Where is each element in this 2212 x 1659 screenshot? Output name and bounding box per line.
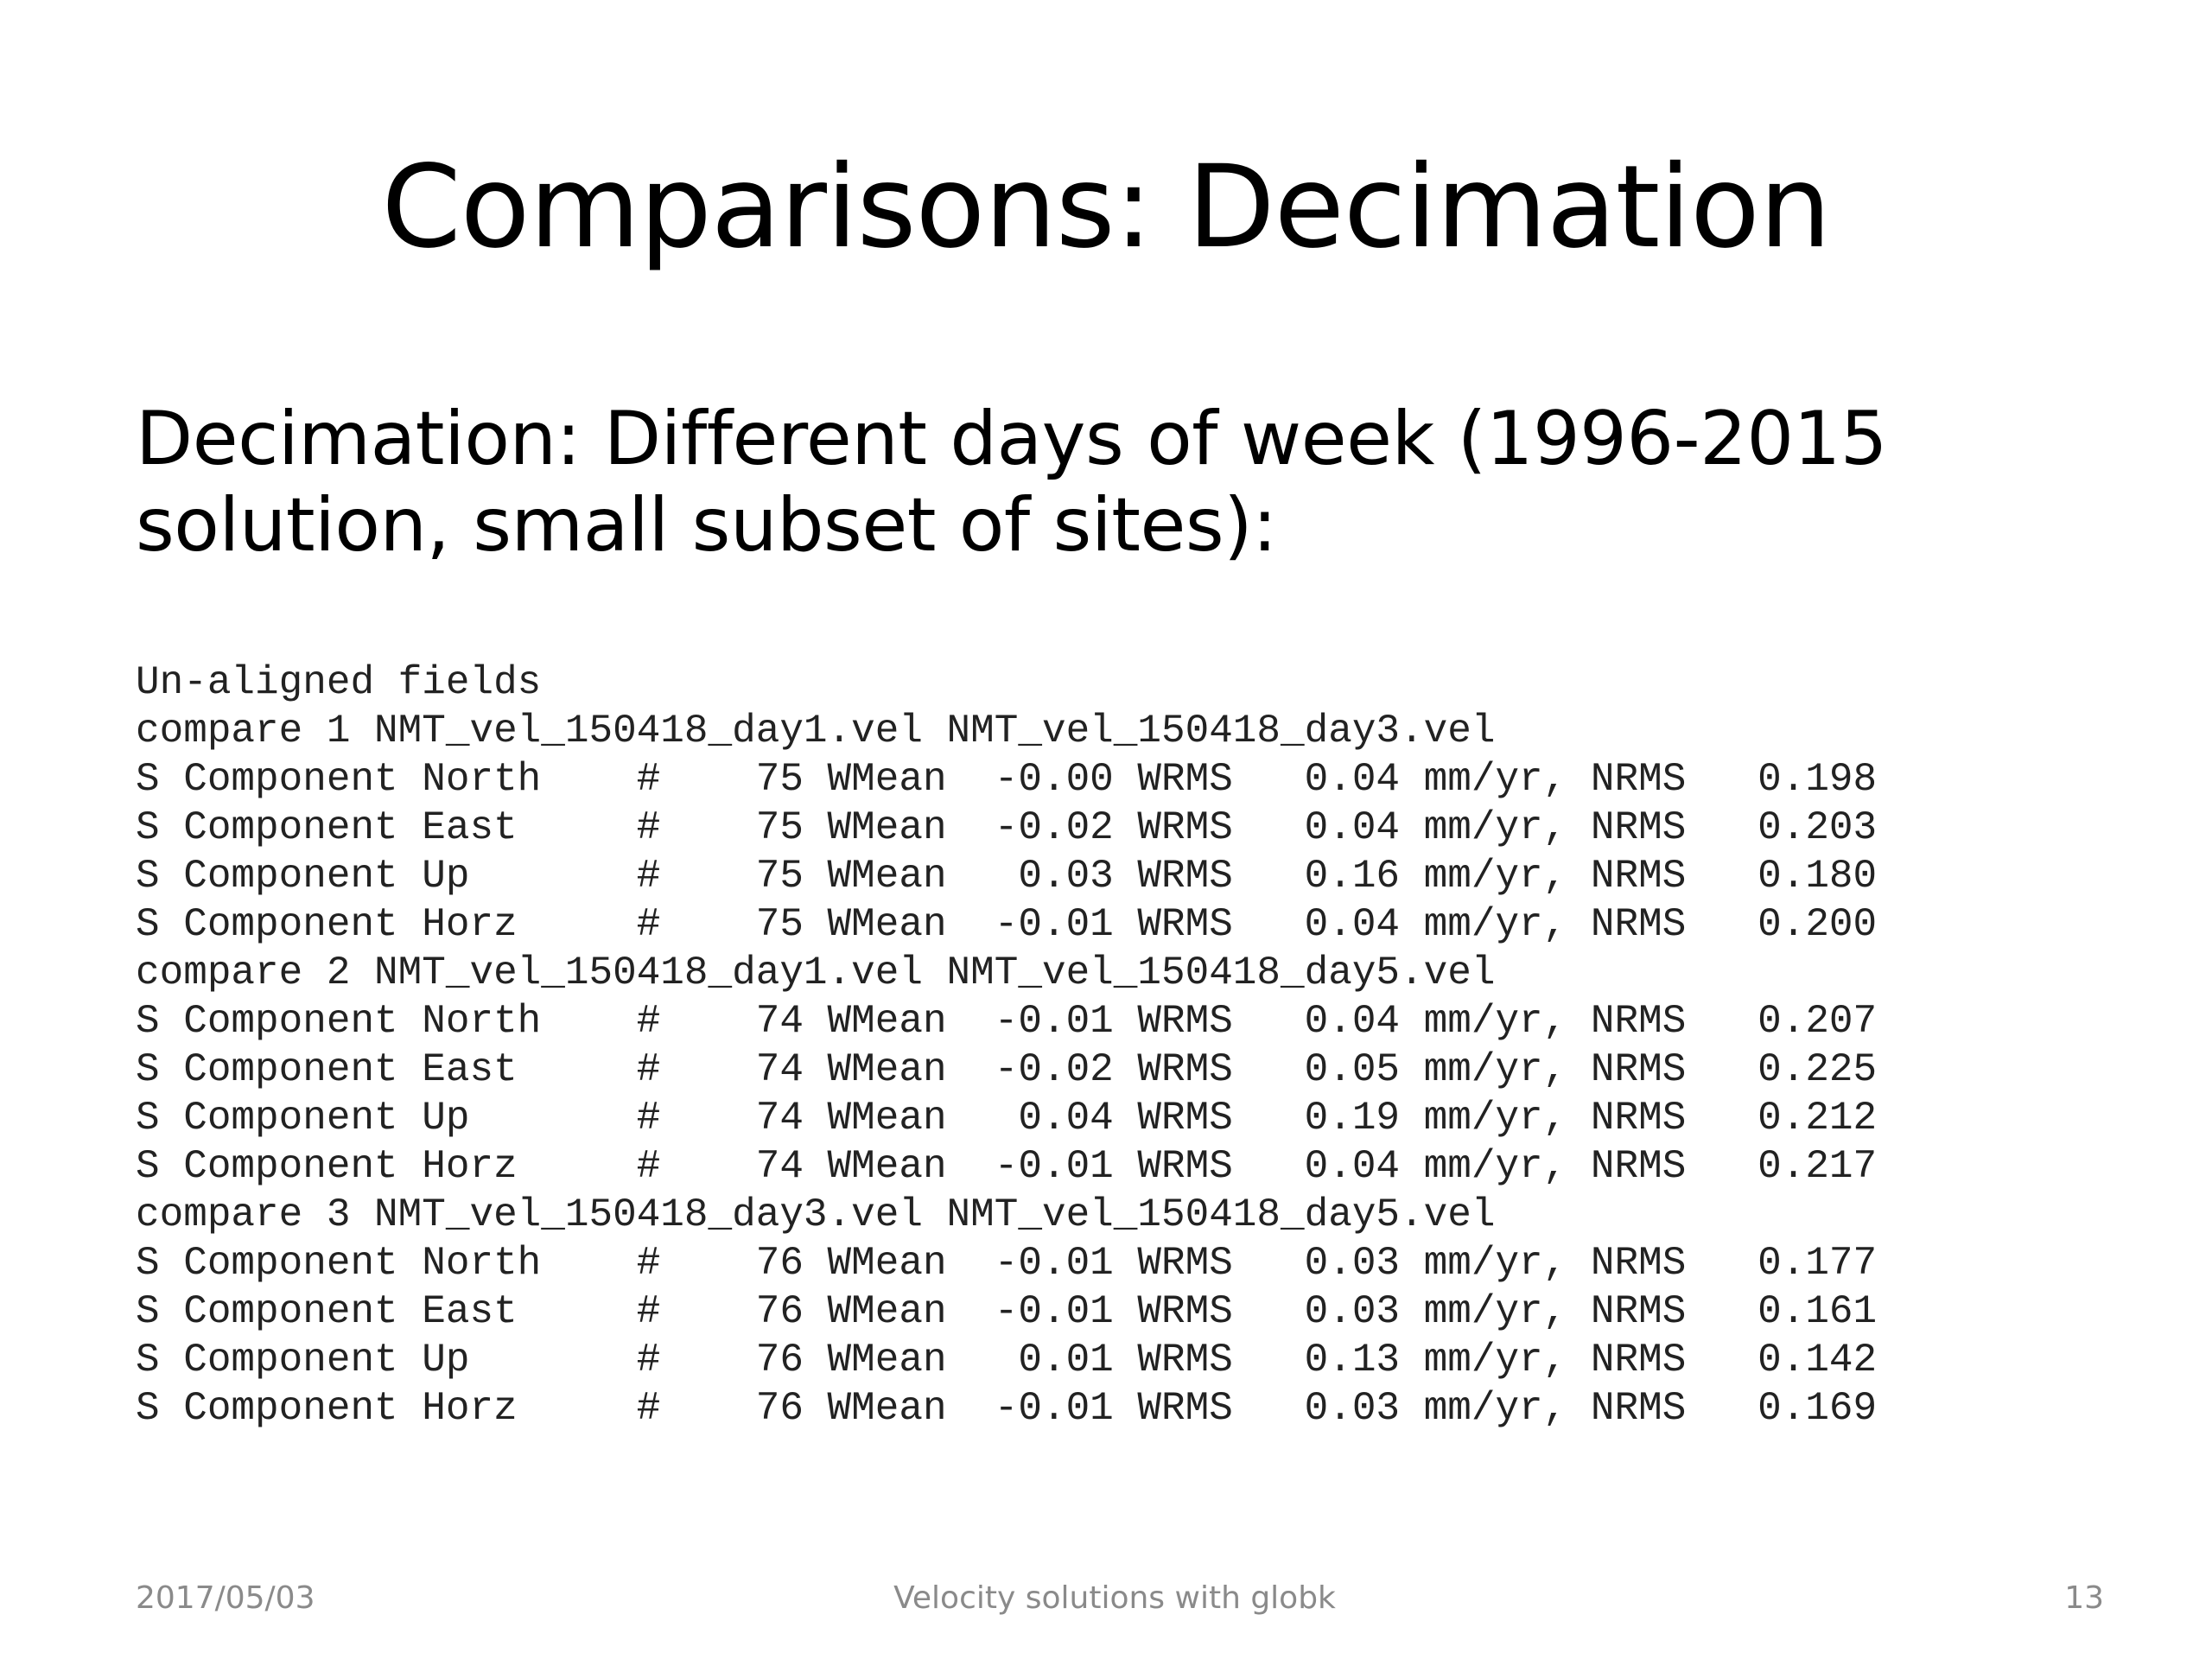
code-line: S Component Horz # 75 WMean -0.01 WRMS 0… bbox=[136, 902, 1878, 947]
code-line: S Component North # 75 WMean -0.00 WRMS … bbox=[136, 757, 1878, 802]
code-line: S Component Up # 74 WMean 0.04 WRMS 0.19… bbox=[136, 1096, 1878, 1141]
code-line: compare 3 NMT_vel_150418_day3.vel NMT_ve… bbox=[136, 1192, 1496, 1237]
subtitle-line: solution, small subset of sites): bbox=[136, 482, 1277, 569]
code-line: Un-aligned fields bbox=[136, 660, 542, 705]
slide-subtitle: Decimation: Different days of week (1996… bbox=[136, 396, 2080, 569]
code-line: S Component East # 74 WMean -0.02 WRMS 0… bbox=[136, 1047, 1878, 1092]
code-line: S Component Horz # 76 WMean -0.01 WRMS 0… bbox=[136, 1386, 1878, 1431]
code-line: S Component East # 75 WMean -0.02 WRMS 0… bbox=[136, 805, 1878, 850]
footer-date: 2017/05/03 bbox=[136, 1580, 315, 1616]
code-line: S Component Up # 76 WMean 0.01 WRMS 0.13… bbox=[136, 1338, 1878, 1382]
code-line: S Component East # 76 WMean -0.01 WRMS 0… bbox=[136, 1289, 1878, 1334]
footer-title: Velocity solutions with globk bbox=[893, 1580, 1336, 1616]
code-line: compare 2 NMT_vel_150418_day1.vel NMT_ve… bbox=[136, 950, 1496, 995]
comparison-output: Un-aligned fields compare 1 NMT_vel_15041… bbox=[136, 658, 1877, 1433]
slide-number: 13 bbox=[2064, 1580, 2104, 1616]
code-line: S Component Horz # 74 WMean -0.01 WRMS 0… bbox=[136, 1144, 1878, 1189]
code-line: S Component Up # 75 WMean 0.03 WRMS 0.16… bbox=[136, 854, 1878, 899]
subtitle-line: Decimation: Different days of week (1996… bbox=[136, 396, 1888, 482]
slide-title: Comparisons: Decimation bbox=[381, 141, 1832, 274]
code-line: S Component North # 74 WMean -0.01 WRMS … bbox=[136, 999, 1878, 1044]
code-line: S Component North # 76 WMean -0.01 WRMS … bbox=[136, 1241, 1878, 1286]
code-line: compare 1 NMT_vel_150418_day1.vel NMT_ve… bbox=[136, 709, 1496, 753]
